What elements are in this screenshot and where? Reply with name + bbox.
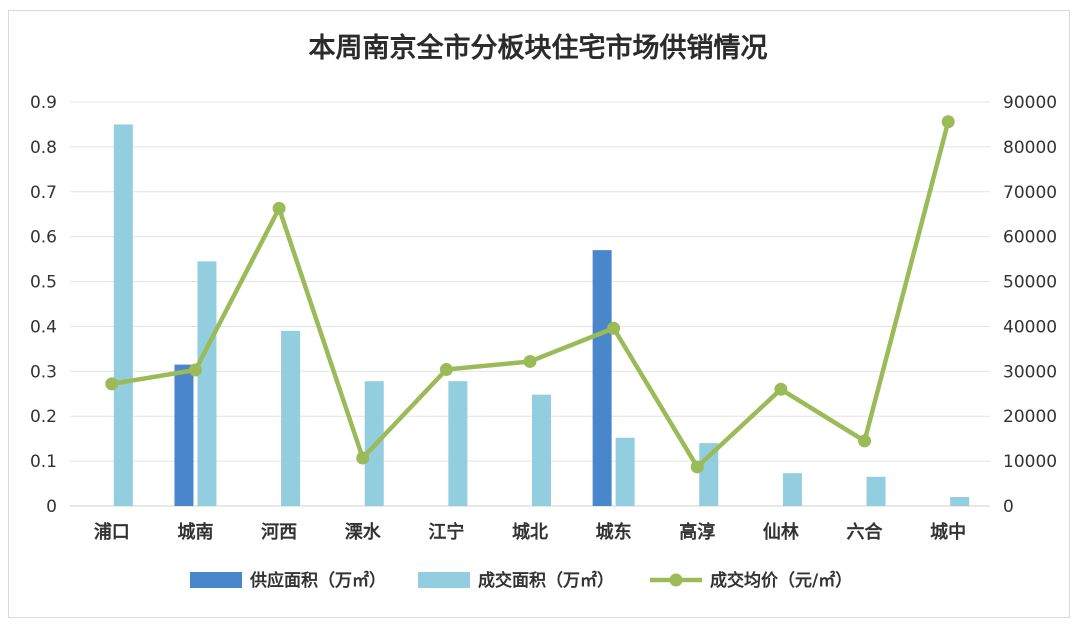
category-label: 仙林 [763,521,799,543]
transaction-bar [448,381,468,506]
left-tick-label: 0.2 [30,407,57,427]
axes: 0 0 0.1 10000 0.2 20000 0.3 30000 0.4 40000 0.5 500… [30,93,1057,543]
price-point [188,363,202,377]
legend-label: 供应面积（万㎡） [249,570,386,591]
category-label: 浦口 [94,521,130,543]
price-point [105,377,119,391]
price-line [105,115,955,474]
transaction-bar [281,330,301,506]
price-point [690,460,704,474]
left-tick-label: 0.8 [30,138,57,158]
category-label: 六合 [847,521,884,543]
category-label: 江宁 [428,521,464,543]
price-point [858,434,872,448]
right-tick-label: 50000 [1003,273,1057,293]
category-label: 河西 [261,522,297,543]
price-point [272,201,286,215]
right-tick-label: 30000 [1003,362,1057,382]
right-tick-label: 10000 [1003,452,1057,472]
transaction-bar [197,261,217,506]
left-tick-label: 0.7 [30,183,57,203]
supply-bar [174,364,194,506]
price-point [523,354,537,368]
price-point [356,451,370,465]
price-point [439,363,453,377]
transaction-bar [782,473,802,506]
left-tick-label: 0.3 [30,362,57,382]
category-label: 溧水 [345,521,382,543]
right-tick-label: 20000 [1003,407,1057,427]
left-tick-label: 0.5 [30,273,57,293]
legend-label: 成交均价（元/㎡） [710,570,852,591]
right-tick-label: 40000 [1003,317,1057,337]
transaction-bar [950,497,970,506]
left-tick-label: 0 [46,497,57,517]
transaction-bar [113,124,133,506]
category-label: 城东 [596,521,632,543]
bars [113,124,970,506]
price-line-path [111,121,951,470]
price-point [774,382,788,396]
right-tick-label: 80000 [1003,138,1057,158]
left-tick-label: 0.4 [30,317,57,337]
chart-title: 本周南京全市分板块住宅市场供销情况 [309,32,768,64]
category-label: 城中 [930,521,966,543]
right-tick-label: 60000 [1003,228,1057,248]
price-point [941,115,955,129]
right-tick-label: 0 [1003,497,1014,517]
transaction-bar [615,437,635,506]
legend-label: 成交面积（万㎡） [478,570,614,591]
left-tick-label: 0.9 [30,93,57,113]
price-point [607,321,621,335]
chart-frame [8,10,1070,618]
category-label: 城北 [512,521,548,543]
supply-bar [592,250,612,506]
legend: 供应面积（万㎡） 成交面积（万㎡） 成交均价（元/㎡） [190,570,852,591]
legend-marker [669,573,683,587]
transaction-bar [532,394,551,506]
legend-swatch [418,572,470,588]
category-label: 城南 [177,521,213,543]
right-tick-label: 70000 [1003,183,1057,203]
category-label: 高淳 [679,521,715,543]
left-tick-label: 0.1 [30,452,57,472]
gridlines [70,101,990,507]
transaction-bar [866,476,886,506]
legend-swatch [190,572,242,588]
right-tick-label: 90000 [1003,93,1057,113]
left-tick-label: 0.6 [30,228,57,248]
